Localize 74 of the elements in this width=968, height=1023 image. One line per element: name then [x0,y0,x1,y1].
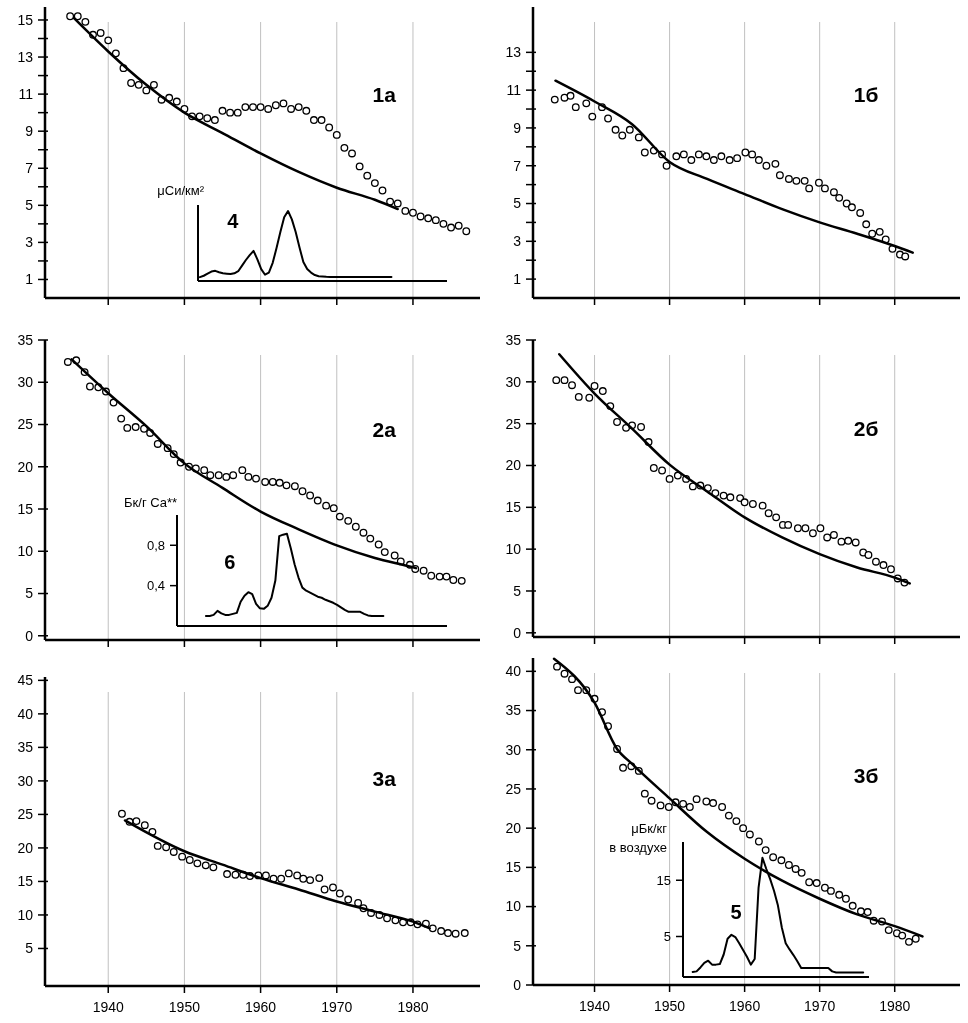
x-tick-label: 1940 [92,999,125,1015]
x-tick-label: 1950 [654,998,686,1014]
y-tick-label: 15 [656,872,671,888]
y-tick-label: 0,4 [146,578,165,594]
y-tick-label: 30 [505,741,522,758]
y-tick-label: 1 [513,271,522,287]
y-tick-label: 35 [17,331,34,348]
text: 3а [372,767,397,791]
y-tick-label: 20 [17,839,34,856]
y-tick-label: 25 [17,416,34,433]
y-tick-label: 9 [513,119,522,136]
y-tick-label: 15 [17,873,34,890]
x-tick-label: 1950 [168,999,201,1015]
chart-title: 4 [227,209,240,232]
y-tick-label: 3 [513,233,522,250]
y-tick-label: 45 [17,672,34,689]
y-tick-label: 0 [513,976,522,993]
y-tick-label: 5 [513,195,522,212]
y-tick-label: 5 [513,582,522,599]
y-tick-label: 20 [505,457,522,474]
x-tick-label: 1980 [879,998,911,1014]
x-tick-label: 1940 [578,998,611,1014]
y-tick-label: 10 [505,898,522,915]
text: 1а [372,82,397,106]
y-axis-title: μБк/кг в воздухе [609,821,668,855]
y-axis-title: Бк/г Ca** [124,495,177,510]
y-tick-label: 15 [17,500,34,517]
y-tick-label: 35 [505,331,522,348]
y-tick-label: 1 [25,271,34,288]
text: 3б [853,764,879,788]
y-tick-label: 10 [505,541,522,558]
y-tick-label: 13 [17,48,34,65]
text: 2а [372,418,397,442]
y-tick-label: 35 [17,739,34,756]
y-tick-label: 9 [25,123,34,140]
y-tick-label: 40 [17,705,34,722]
x-tick-label: 1970 [321,999,353,1015]
y-tick-label: 0 [25,627,34,644]
y-tick-label: 11 [18,86,34,103]
x-tick-label: 1980 [397,999,429,1015]
y-tick-label: 13 [505,44,522,61]
y-tick-label: 0 [513,624,522,641]
x-tick-label: 1960 [729,998,761,1014]
y-tick-label: 30 [17,772,34,789]
y-tick-label: 20 [505,820,522,837]
y-tick-label: 25 [505,415,522,432]
y-tick-label: 5 [25,940,34,957]
text: 6 [224,550,236,573]
text: 2б [853,417,879,441]
y-tick-label: 15 [505,499,522,516]
y-tick-label: 25 [17,806,34,823]
y-tick-label: 5 [513,937,522,954]
x-tick-label: 1960 [245,999,277,1015]
y-tick-label: 40 [505,663,522,680]
text: 5 [730,901,742,924]
y-tick-label: 15 [505,859,522,876]
y-tick-label: 25 [505,780,522,797]
y-tick-label: 10 [17,543,34,560]
y-axis-title: μCи/км² [157,183,205,198]
y-tick-label: 7 [25,160,34,177]
y-tick-label: 5 [25,197,34,214]
y-tick-label: 30 [505,373,522,390]
y-tick-label: 20 [17,458,34,475]
y-tick-label: 0,8 [146,537,165,553]
y-tick-label: 11 [506,82,522,99]
x-tick-label: 1970 [804,998,836,1014]
y-tick-label: 10 [17,906,34,923]
y-tick-label: 7 [513,157,522,174]
y-tick-label: 5 [25,585,34,602]
text: 1б [853,82,879,106]
y-tick-label: 30 [17,374,34,391]
y-tick-label: 3 [25,234,34,251]
y-tick-label: 15 [17,11,34,28]
y-tick-label: 35 [505,702,522,719]
